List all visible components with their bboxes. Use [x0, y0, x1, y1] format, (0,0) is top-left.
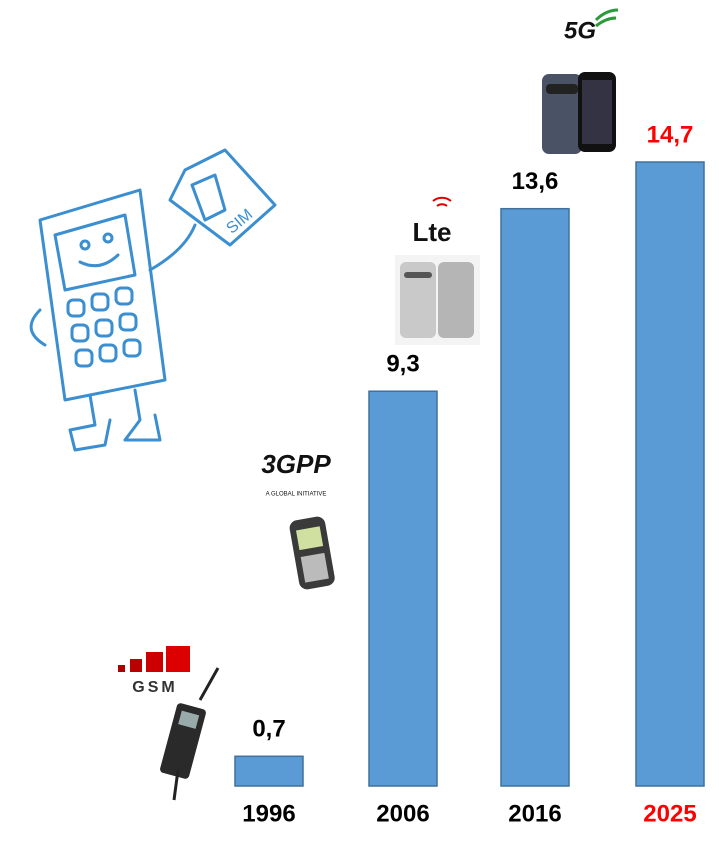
- lte-text: Lte: [413, 217, 452, 247]
- phone-2025: [542, 72, 616, 154]
- value-label: 0,7: [252, 716, 285, 743]
- 5g-text: 5G: [564, 17, 596, 44]
- x-tick-label: 2006: [376, 800, 429, 827]
- value-label: 13,6: [512, 168, 559, 195]
- 3gpp-subtitle: A GLOBAL INITIATIVE: [266, 492, 327, 498]
- x-tick-label: 2016: [508, 800, 561, 827]
- 5g-signal: [594, 8, 619, 28]
- lte-signal: [432, 196, 452, 207]
- gsm-text: GSM: [132, 679, 177, 696]
- bar: [635, 161, 705, 787]
- value-label: 9,3: [386, 351, 419, 378]
- bar: [500, 207, 570, 787]
- 3gpp-text: 3GPP: [261, 449, 331, 479]
- mascot: [29, 148, 277, 452]
- sim-text: SIM: [223, 206, 256, 237]
- phone-1996: [160, 667, 220, 801]
- bar: [234, 755, 304, 787]
- phone-2006: [289, 516, 335, 590]
- value-label: 14,7: [647, 121, 694, 148]
- x-tick-label: 2025: [643, 800, 696, 827]
- gsm-logo: [118, 646, 190, 672]
- phone-2016: [395, 255, 480, 345]
- bar: [368, 390, 438, 787]
- x-tick-label: 1996: [242, 800, 295, 827]
